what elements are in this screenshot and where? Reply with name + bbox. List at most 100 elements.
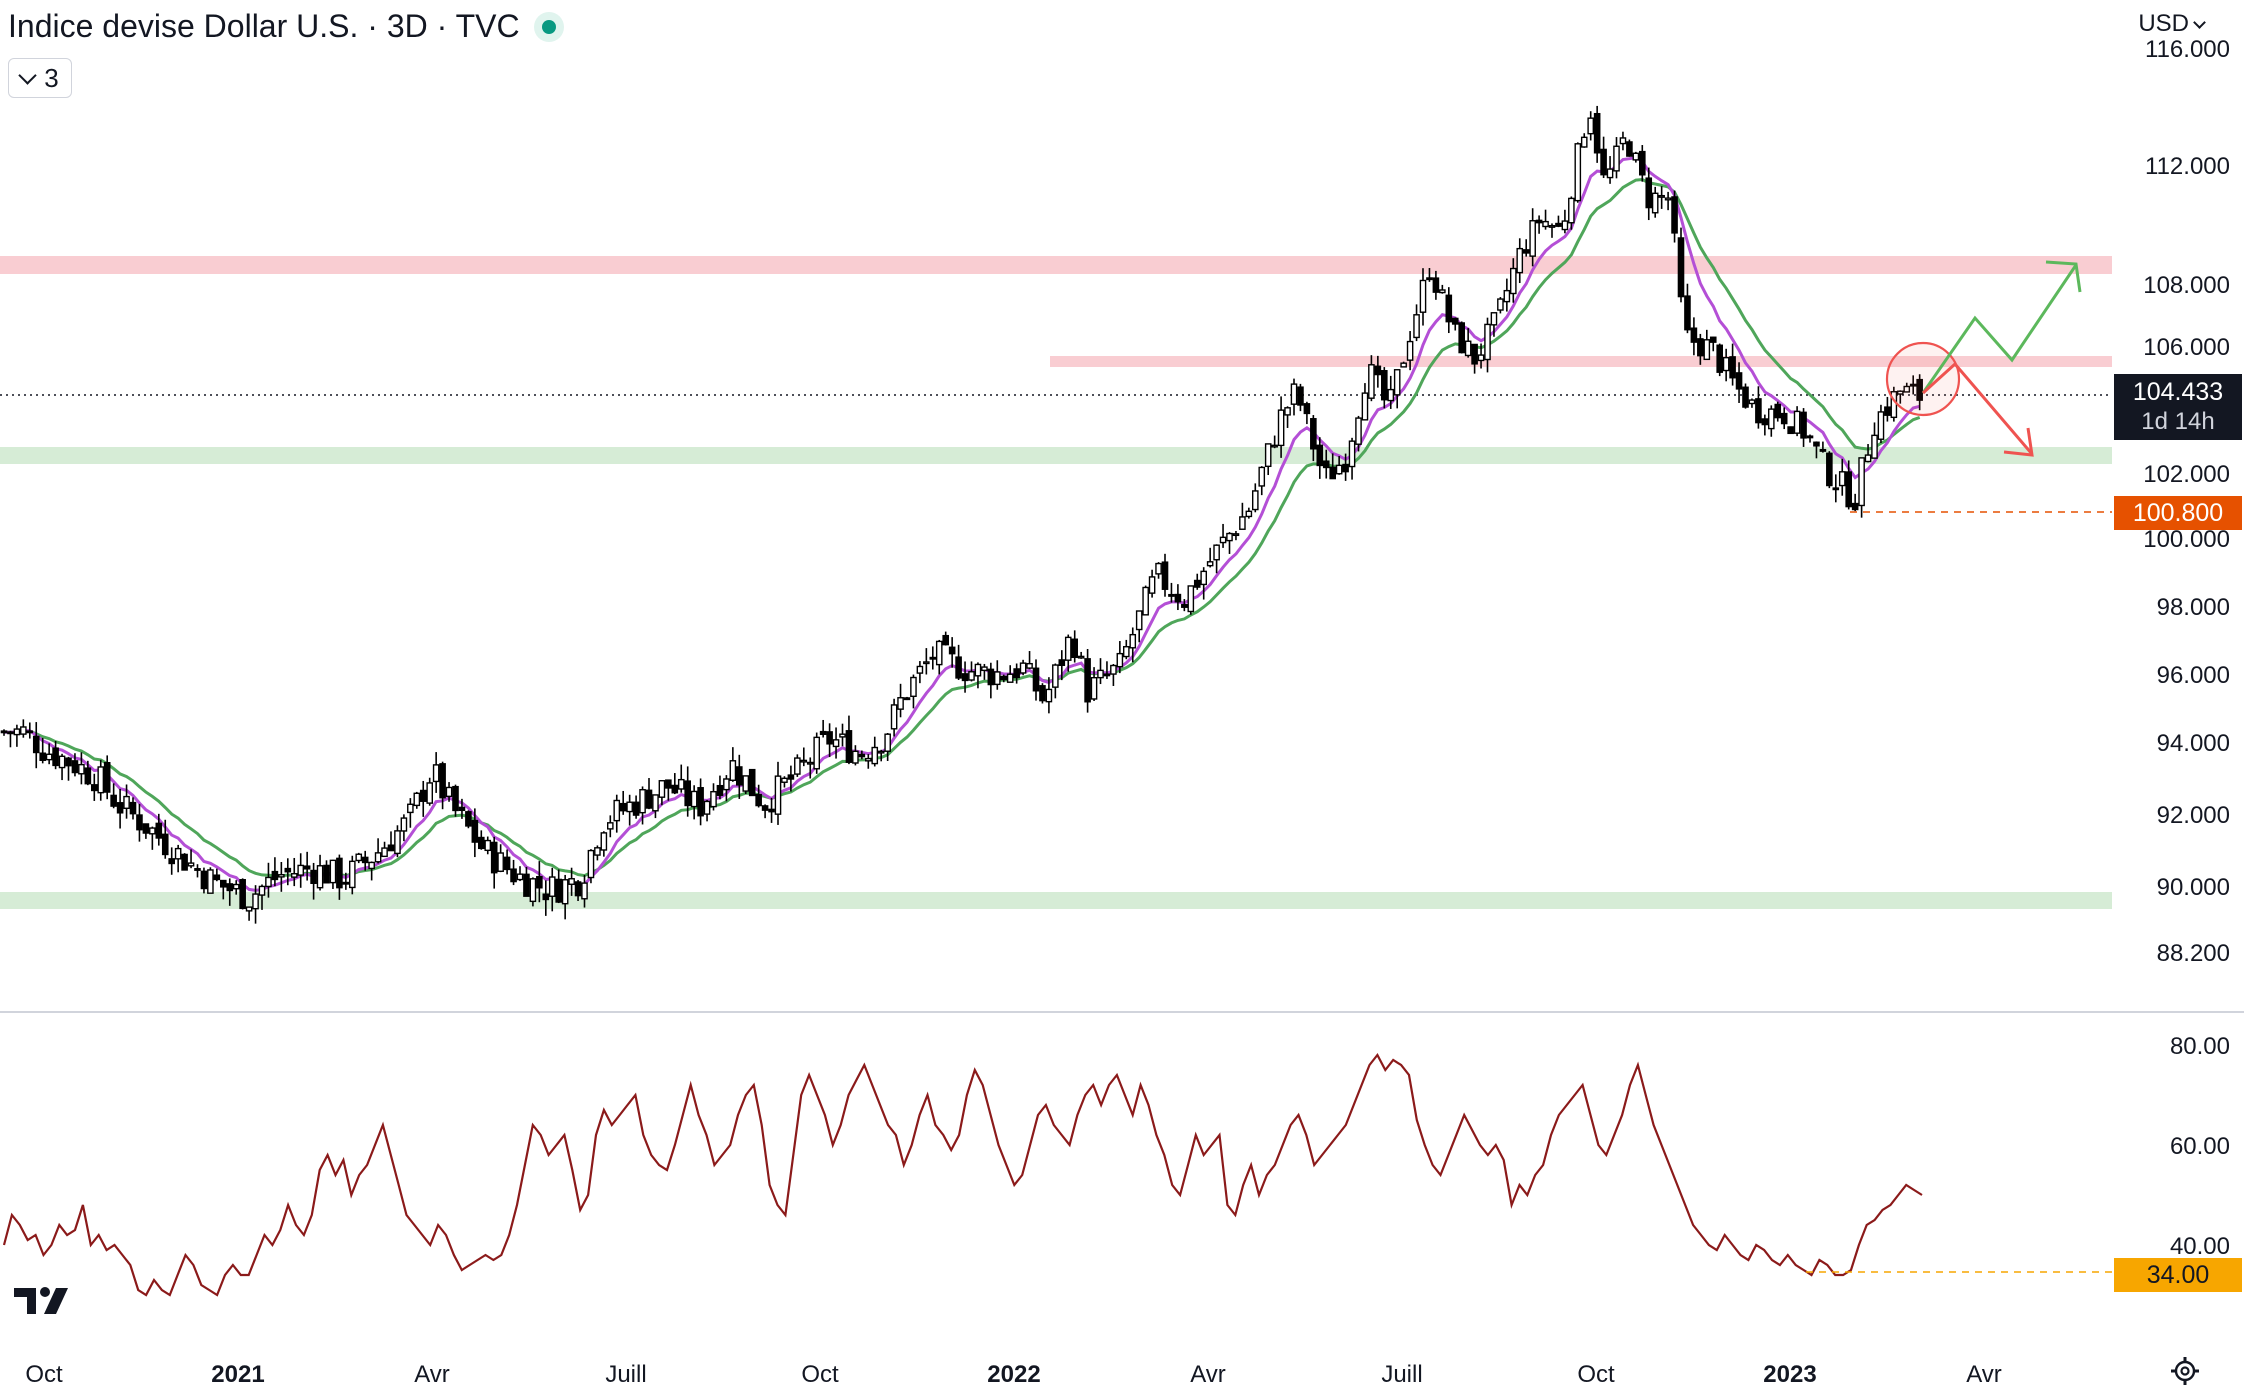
candle-body [1484,323,1491,361]
candle [1761,414,1769,436]
candle [1026,651,1033,670]
candle-body [1896,390,1904,395]
candle [774,761,782,825]
candle [1348,437,1356,480]
candle-body [129,801,137,815]
candle-body [1916,378,1923,401]
indicators-collapse-button[interactable]: 3 [8,58,72,98]
candle [226,878,234,906]
tradingview-logo[interactable] [12,1284,76,1318]
candle-body [490,841,498,874]
candle-body [1084,658,1091,703]
candle-body [1858,457,1865,507]
candle-body [568,878,575,885]
candle [329,859,337,889]
candle [445,782,453,802]
rsi-axis-label: 40.00 [2170,1233,2230,1260]
market-status-icon[interactable] [533,11,564,42]
candle-body [1064,636,1072,661]
candle-body [1600,148,1607,176]
candle-body [1251,490,1259,511]
ema-slow-line [3,177,1921,878]
candle-body [1864,454,1872,463]
candle [1297,383,1304,412]
symbol-title[interactable]: Indice devise Dollar U.S. · 3D · TVC [8,8,520,44]
candle [200,867,208,894]
candle [116,788,124,829]
candle [555,869,562,904]
candle-body [1761,418,1769,426]
candle-body [1445,294,1453,323]
candle-body [1619,137,1627,145]
candle [1161,553,1169,597]
candle [1606,156,1614,184]
candle-body [1568,197,1575,224]
candle [452,784,459,817]
candle [613,794,621,833]
candle-body [1264,443,1272,468]
settings-gear-icon[interactable] [2170,1356,2200,1386]
candle-body [1574,143,1582,202]
candle-body [1793,410,1801,434]
candle-body [929,656,937,660]
candle-body [1355,417,1362,445]
candle-body [90,784,98,792]
candle-body [58,755,66,769]
candle [832,727,840,759]
price-axis-label: 106.000 [2143,334,2230,361]
candle [1426,268,1433,282]
candle [103,755,111,800]
candle [1774,401,1782,422]
candle-body [1748,399,1756,405]
candle-body [1671,196,1678,234]
candle-body [1058,659,1066,667]
candle-body [1006,673,1014,683]
candle-body [858,753,866,758]
candle-body [1342,463,1349,473]
candle-body [349,860,356,889]
candle [207,867,214,894]
candle [1871,422,1878,459]
candle [336,854,343,900]
currency-label: USD [2138,10,2189,37]
candle [1084,648,1091,713]
candle-body [0,730,8,734]
candle [368,861,375,881]
candle-body [561,879,569,905]
candle [955,644,962,681]
candle [935,639,943,675]
candle [1245,507,1253,519]
candle-body [903,697,911,701]
candle [1638,145,1646,182]
candle-body [877,750,885,754]
candle [1290,378,1298,416]
candle [1181,599,1188,612]
candle [671,773,679,795]
currency-selector[interactable]: USD [2138,10,2206,38]
candle [632,795,640,819]
candle [1148,569,1156,598]
candle-body [503,856,511,871]
candle-body [910,676,917,698]
chart-header: Indice devise Dollar U.S. · 3D · TVC [8,8,564,45]
candle-body [826,731,833,745]
candle [1613,137,1620,179]
candle-body [684,780,691,807]
candle-body [1787,426,1794,435]
candle-body [1587,117,1594,135]
candle [1748,398,1756,408]
candle [290,857,298,887]
candle [84,760,92,786]
candle [755,784,762,808]
candle [1103,661,1111,679]
candle [910,674,917,709]
candle [142,823,150,839]
candle [1819,441,1827,453]
candle-body [1542,220,1549,228]
candle-body [890,704,898,730]
candle [690,785,698,820]
candle-body [394,830,401,855]
candle-body [832,739,840,748]
candle [1522,239,1530,257]
